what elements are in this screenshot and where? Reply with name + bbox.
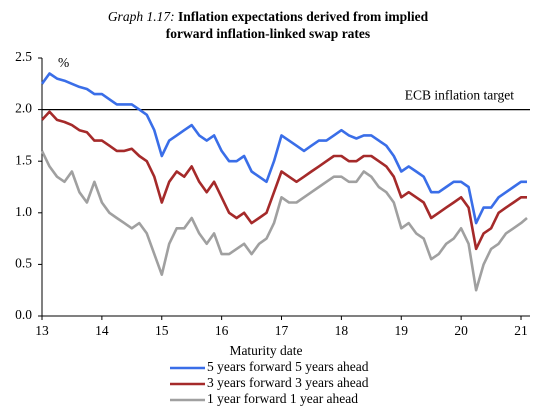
- title-text: Inflation expectations derived from impl…: [165, 9, 429, 41]
- series-line: [40, 150, 528, 292]
- x-tick-label: 16: [215, 323, 229, 338]
- x-tick-label: 17: [275, 323, 289, 338]
- x-tick-label: 13: [35, 323, 49, 338]
- legend-label: 5 years forward 5 years ahead: [207, 359, 369, 374]
- y-tick-label: 0.5: [15, 255, 32, 270]
- x-tick-label: 18: [335, 323, 349, 338]
- x-tick-label: 14: [95, 323, 109, 338]
- series-line: [40, 72, 527, 225]
- y-tick-label: 2.5: [15, 49, 32, 64]
- x-tick-label: 15: [155, 323, 169, 338]
- y-unit: %: [58, 55, 69, 70]
- x-tick-label: 20: [454, 323, 468, 338]
- x-tick-label: 19: [395, 323, 409, 338]
- x-tick-label: 21: [514, 323, 528, 338]
- x-axis-label: Maturity date: [229, 343, 302, 358]
- series-line: [41, 110, 527, 251]
- y-tick-label: 1.5: [15, 152, 32, 167]
- y-tick-label: 1.0: [15, 204, 32, 219]
- legend-label: 1 year forward 1 year ahead: [207, 391, 358, 406]
- title-prefix: Graph 1.17:: [107, 9, 175, 24]
- target-label: ECB inflation target: [405, 88, 514, 103]
- y-tick-label: 2.0: [15, 101, 32, 116]
- legend-label: 3 years forward 3 years ahead: [207, 375, 369, 390]
- chart-title: Graph 1.17: Inflation expectations deriv…: [98, 8, 438, 42]
- y-tick-label: 0.0: [15, 307, 32, 322]
